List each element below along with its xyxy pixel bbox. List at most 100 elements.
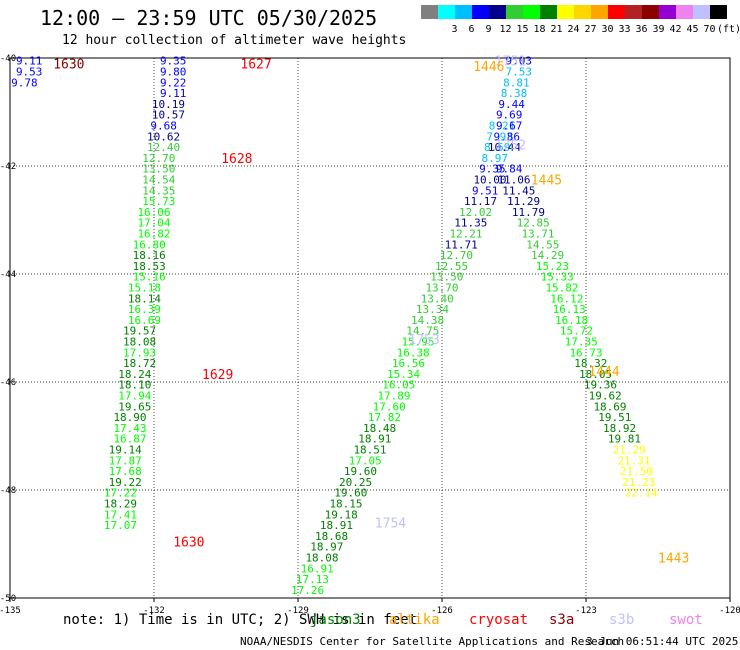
wave-height-value: 18.90	[113, 411, 146, 424]
wave-height-value: 17.82	[368, 411, 401, 424]
wave-height-value: 15.95	[401, 336, 434, 349]
wave-height-value: 13.50	[430, 271, 463, 284]
legend-label: 15	[516, 24, 529, 35]
legend-label: 42	[669, 24, 682, 35]
wave-height-value: 18.32	[574, 357, 607, 370]
wave-height-value: 16.69	[128, 314, 161, 327]
wave-height-value: 10.19	[152, 98, 185, 111]
satellite-s3b: s3b	[609, 612, 635, 628]
wave-height-value: 9.78	[11, 76, 38, 89]
y-tick-label: -48	[0, 486, 16, 496]
legend-swatch	[489, 5, 506, 19]
chart-subtitle: 12 hour collection of altimeter wave hei…	[62, 33, 407, 48]
wave-height-value: 16.87	[113, 433, 146, 446]
wave-height-value: 16.56	[392, 357, 425, 370]
wave-height-value: 14.55	[526, 238, 559, 251]
legend-swatch	[608, 5, 625, 19]
wave-height-value: 16.91	[301, 562, 334, 575]
wave-height-value: 19.18	[325, 508, 358, 521]
wave-height-value: 20.25	[339, 476, 372, 489]
legend-label: 27	[584, 24, 597, 35]
wave-height-value: 16.13	[553, 303, 586, 316]
wave-height-value: 12.02	[459, 206, 492, 219]
wave-height-value: 14.54	[142, 174, 175, 187]
wave-height-value: 19.36	[584, 379, 617, 392]
wave-height-value: 16.39	[128, 303, 161, 316]
wave-height-value: 19.62	[589, 390, 622, 403]
wave-height-value: 17.41	[104, 508, 137, 521]
time-marker: 1628	[221, 152, 252, 167]
x-tick-label: -123	[575, 606, 597, 616]
wave-height-value: 18.24	[118, 368, 151, 381]
satellite-jason3: jason3	[310, 612, 361, 628]
wave-height-value: 9.51	[472, 184, 499, 197]
legend-label: 45	[686, 24, 699, 35]
time-marker: 1752	[495, 138, 526, 153]
wave-height-value: 17.89	[377, 390, 410, 403]
wave-height-value: 15.18	[128, 282, 161, 295]
wave-height-value: 12.85	[517, 217, 550, 230]
wave-height-value: 18.53	[133, 260, 166, 273]
chart-title: 12:00 — 23:59 UTC 05/30/2025	[40, 6, 378, 30]
wave-height-value: 19.65	[118, 400, 151, 413]
wave-height-value: 14.35	[142, 184, 175, 197]
wave-height-value: 13.40	[421, 292, 454, 305]
wave-height-value: 15.33	[541, 271, 574, 284]
legend-swatch	[438, 5, 455, 19]
wave-height-value: 19.81	[608, 433, 641, 446]
legend-swatch	[421, 5, 438, 19]
wave-height-value: 11.79	[512, 206, 545, 219]
satellite-altika: altika	[389, 612, 440, 628]
wave-height-value: 14.75	[406, 325, 439, 338]
wave-height-value: 16.38	[397, 346, 430, 359]
x-tick-label: -120	[719, 606, 740, 616]
legend-swatch	[625, 5, 642, 19]
wave-height-value: 9.84	[496, 163, 523, 176]
time-marker: 1751	[495, 55, 526, 70]
wave-height-value: 9.67	[496, 120, 523, 133]
wave-height-value: 12.70	[142, 152, 175, 165]
time-marker: 1445	[531, 174, 562, 189]
wave-height-value: 17.22	[104, 487, 137, 500]
legend-label: 12	[499, 24, 512, 35]
legend-swatch	[574, 5, 591, 19]
legend-label: 39	[652, 24, 665, 35]
wave-height-value: 12.21	[449, 228, 482, 241]
wave-height-value: 17.35	[565, 336, 598, 349]
wave-height-value: 17.60	[373, 400, 406, 413]
wave-height-value: 15.72	[560, 325, 593, 338]
satellite-cryosat: cryosat	[469, 612, 529, 628]
wave-height-value: 11.29	[507, 195, 540, 208]
wave-height-value: 18.14	[128, 292, 161, 305]
x-tick-label: -135	[0, 606, 21, 616]
wave-height-value: 7.53	[506, 66, 533, 79]
wave-height-value: 9.11	[16, 55, 43, 68]
legend-label: 9	[485, 24, 492, 35]
wave-height-value: 21.29	[613, 444, 646, 457]
wave-height-value: 8.81	[503, 76, 530, 89]
wave-height-value: 18.51	[353, 444, 386, 457]
wave-height-value: 16.06	[137, 206, 170, 219]
wave-height-value: 10.57	[152, 109, 185, 122]
wave-height-value: 9.53	[16, 66, 43, 79]
wave-height-value: 8.97	[482, 152, 509, 165]
wave-height-value: 11.35	[454, 217, 487, 230]
wave-height-value: 12.70	[440, 249, 473, 262]
legend-swatch	[523, 5, 540, 19]
legend-label: 70	[703, 24, 716, 35]
wave-height-value: 21.50	[620, 465, 653, 478]
wave-height-value: 9.44	[498, 98, 525, 111]
wave-height-value: 16.18	[555, 314, 588, 327]
time-marker: 1627	[240, 57, 271, 72]
wave-height-value: 18.08	[123, 336, 156, 349]
legend-swatch	[659, 5, 676, 19]
wave-height-value: 19.60	[344, 465, 377, 478]
legend-swatch	[455, 5, 472, 19]
wave-height-value: 18.16	[133, 249, 166, 262]
legend-swatch	[591, 5, 608, 19]
wave-height-value: 16.80	[133, 238, 166, 251]
wave-height-value: 11.06	[497, 174, 530, 187]
wave-height-value: 15.73	[142, 195, 175, 208]
wave-height-value: 7.93	[486, 130, 513, 143]
wave-height-value: 9.22	[160, 76, 187, 89]
